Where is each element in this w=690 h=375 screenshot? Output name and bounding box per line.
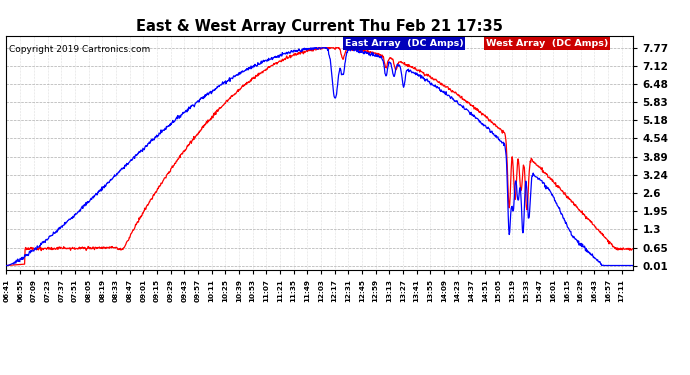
- Title: East & West Array Current Thu Feb 21 17:35: East & West Array Current Thu Feb 21 17:…: [136, 20, 503, 34]
- Text: Copyright 2019 Cartronics.com: Copyright 2019 Cartronics.com: [9, 45, 150, 54]
- Text: East Array  (DC Amps): East Array (DC Amps): [344, 39, 464, 48]
- Text: West Array  (DC Amps): West Array (DC Amps): [486, 39, 609, 48]
